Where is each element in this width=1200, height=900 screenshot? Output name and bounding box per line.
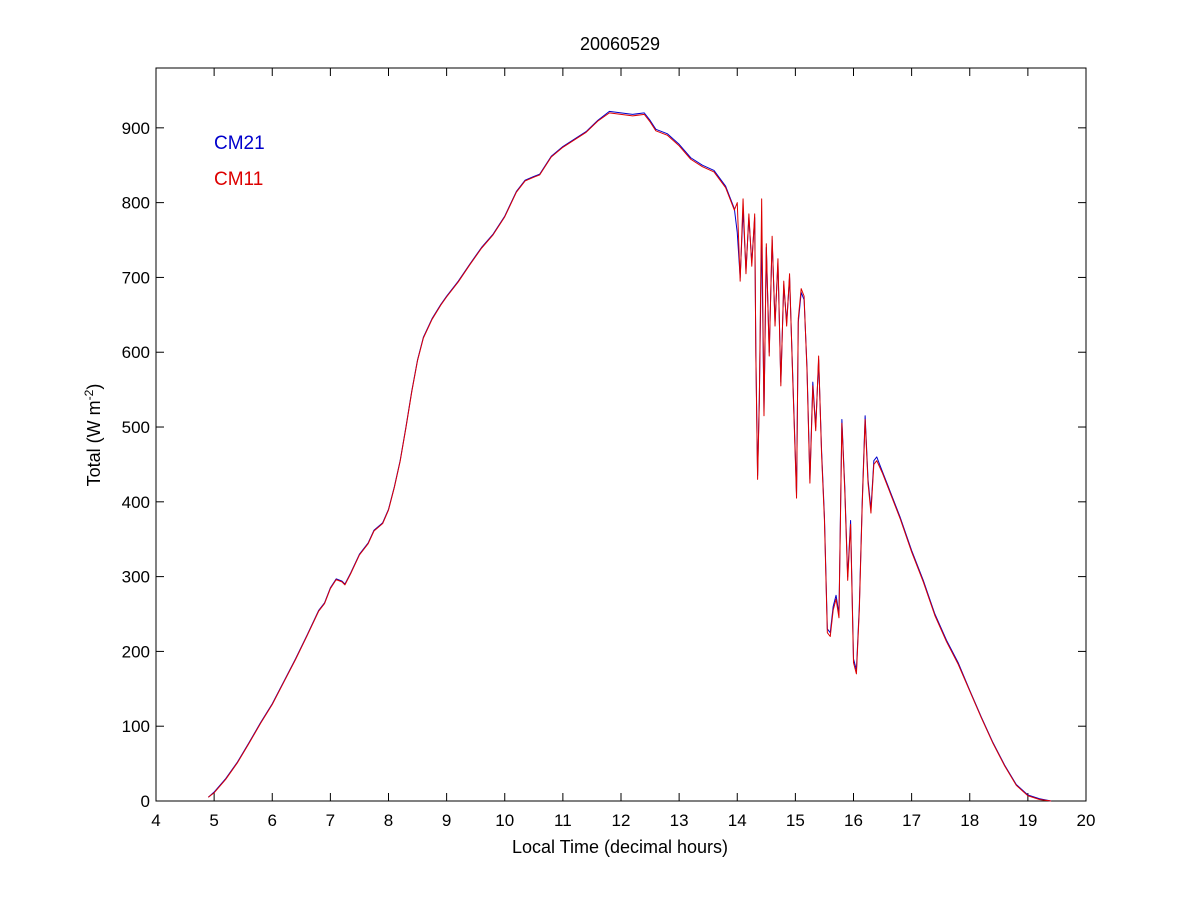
x-tick-label: 8 — [384, 811, 393, 830]
y-axis-ticks: 0 100 200 300 400 500 600 700 800 900 — [122, 119, 1086, 811]
x-tick-label: 6 — [268, 811, 277, 830]
x-tick-label: 5 — [209, 811, 218, 830]
x-axis-label: Local Time (decimal hours) — [512, 837, 728, 857]
y-tick-label: 100 — [122, 717, 150, 736]
series-group — [207, 110, 1052, 802]
y-tick-label: 500 — [122, 418, 150, 437]
y-tick-label: 800 — [122, 194, 150, 213]
plot-area — [155, 67, 1087, 802]
x-tick-label: 11 — [554, 811, 572, 830]
x-tick-label: 14 — [728, 811, 747, 830]
legend-label-cm21: CM21 — [214, 133, 265, 154]
x-tick-label: 15 — [786, 811, 805, 830]
y-tick-label: 300 — [122, 568, 150, 587]
x-tick-label: 17 — [902, 811, 921, 830]
x-tick-label: 16 — [844, 811, 863, 830]
series-line-cm11 — [208, 112, 1052, 802]
legend: CM21 CM11 — [214, 133, 265, 190]
x-tick-label: 4 — [151, 811, 160, 830]
x-axis-ticks: 4 5 6 7 8 9 10 11 12 13 14 15 16 17 18 19 20 — [151, 68, 1095, 830]
y-tick-label: 600 — [122, 343, 150, 362]
y-tick-label: 200 — [122, 642, 150, 661]
x-tick-label: 10 — [495, 811, 514, 830]
legend-label-cm11: CM11 — [214, 169, 263, 190]
y-tick-label: 0 — [141, 792, 150, 811]
y-axis-label-main: Total (W m — [84, 400, 104, 486]
x-tick-label: 18 — [960, 811, 979, 830]
x-tick-label: 12 — [612, 811, 631, 830]
y-axis-label-suffix: ) — [84, 384, 104, 390]
y-tick-label: 400 — [122, 493, 150, 512]
x-tick-label: 20 — [1077, 811, 1096, 830]
y-axis-label: Total (W m-2) — [82, 384, 104, 487]
x-tick-label: 9 — [442, 811, 451, 830]
y-tick-label: 700 — [122, 268, 150, 287]
x-tick-label: 7 — [326, 811, 335, 830]
x-tick-label: 13 — [670, 811, 689, 830]
y-tick-label: 900 — [122, 119, 150, 138]
x-tick-label: 19 — [1018, 811, 1037, 830]
chart-title: 20060529 — [580, 34, 660, 54]
y-axis-label-superscript: -2 — [82, 389, 96, 400]
